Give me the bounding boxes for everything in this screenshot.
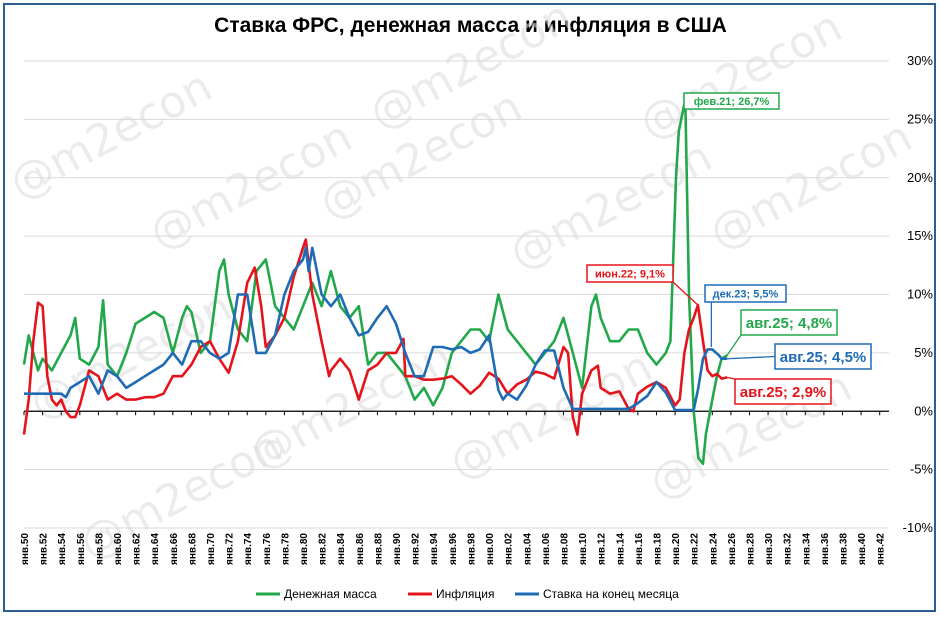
x-tick-label: янв.30 <box>764 533 775 565</box>
chart-frame <box>3 3 936 612</box>
y-tick-label: 0% <box>914 403 933 418</box>
y-tick-label: 30% <box>907 53 933 68</box>
x-tick-label: янв.76 <box>262 533 273 565</box>
x-tick-label: янв.24 <box>708 533 719 565</box>
series-line <box>22 98 728 466</box>
x-tick-label: янв.92 <box>411 533 422 565</box>
x-tick-label: янв.20 <box>671 533 682 565</box>
x-tick-label: янв.22 <box>690 533 701 565</box>
annotation-label: фев.21; 26,7% <box>694 96 770 108</box>
x-tick-label: янв.72 <box>225 533 236 565</box>
x-tick-label: янв.94 <box>429 533 440 565</box>
watermark-text: @m2econ <box>21 281 240 430</box>
x-tick-label: янв.52 <box>39 533 50 565</box>
y-tick-label: 20% <box>907 170 933 185</box>
series-line <box>22 238 728 436</box>
x-tick-label: янв.32 <box>783 533 794 565</box>
y-tick-label: 10% <box>907 287 933 302</box>
annotation-leader <box>672 281 699 306</box>
x-tick-label: янв.26 <box>727 533 738 565</box>
annotation-box <box>774 343 872 370</box>
y-tick-label: 15% <box>907 228 933 243</box>
x-tick-label: янв.68 <box>187 533 198 565</box>
y-axis-ticks: 30% 25% 20% 15% 10% 5% 0% -5% -10% <box>903 53 934 535</box>
legend: Денежная масса Инфляция Ставка на конец ме… <box>256 587 679 601</box>
annotation-label: июн.22; 9,1% <box>595 268 665 280</box>
x-tick-label: янв.14 <box>615 533 626 565</box>
annotation-box <box>586 264 674 283</box>
x-tick-label: янв.80 <box>299 533 310 565</box>
x-tick-label: янв.04 <box>522 533 533 565</box>
x-tick-label: янв.88 <box>373 533 384 565</box>
x-tick-label: янв.28 <box>745 533 756 565</box>
x-tick-label: янв.34 <box>801 533 812 565</box>
x-tick-label: янв.06 <box>541 533 552 565</box>
x-tick-label: янв.00 <box>485 533 496 565</box>
x-tick-label: янв.56 <box>76 533 87 565</box>
x-tick-label: янв.84 <box>336 533 347 565</box>
x-tick-label: янв.64 <box>150 533 161 565</box>
x-tick-label: янв.90 <box>392 533 403 565</box>
x-tick-label: янв.54 <box>57 533 68 565</box>
x-tick-label: янв.66 <box>169 533 180 565</box>
chart-title: Ставка ФРС, денежная масса и инфляция в … <box>214 14 727 37</box>
x-tick-label: янв.60 <box>113 533 124 565</box>
annotation-leader <box>727 376 736 380</box>
x-axis-ticks: янв.50 янв.52 янв.54 янв.56 янв.58 янв.60 янв.… <box>20 411 887 565</box>
watermark-text: @m2econ <box>631 1 850 150</box>
y-tick-label: -10% <box>903 520 934 535</box>
annotation-label: дек.23; 5,5% <box>713 288 779 300</box>
annotation-leader <box>726 334 742 356</box>
series-line <box>24 246 728 412</box>
x-tick-label: янв.16 <box>634 533 645 565</box>
x-tick-label: янв.82 <box>318 533 329 565</box>
watermark-text: @m2econ <box>441 341 660 490</box>
y-tick-label: -5% <box>910 462 934 477</box>
x-tick-label: янв.38 <box>838 533 849 565</box>
x-tick-label: янв.40 <box>857 533 868 565</box>
x-tick-label: янв.70 <box>206 533 217 565</box>
annotation-leader <box>727 355 776 360</box>
y-tick-label: 5% <box>914 345 933 360</box>
x-tick-label: янв.10 <box>578 533 589 565</box>
annotation-box <box>734 378 832 405</box>
x-tick-label: янв.96 <box>448 533 459 565</box>
y-tick-label: 25% <box>907 111 933 126</box>
x-tick-label: янв.58 <box>94 533 105 565</box>
watermark-text: @m2econ <box>1 61 220 210</box>
x-tick-label: янв.50 <box>20 533 31 565</box>
legend-label: Инфляция <box>436 587 494 601</box>
x-tick-label: янв.36 <box>820 533 831 565</box>
x-tick-label: янв.78 <box>280 533 291 565</box>
x-tick-label: янв.18 <box>652 533 663 565</box>
x-tick-label: янв.74 <box>243 533 254 565</box>
annotation-box <box>740 309 838 336</box>
x-tick-label: янв.12 <box>597 533 608 565</box>
annotation-label: авг.25; 4,5% <box>780 349 867 366</box>
annotation-box <box>704 284 787 303</box>
annotation-label: авг.25; 4,8% <box>746 315 833 332</box>
x-tick-label: янв.86 <box>355 533 366 565</box>
x-tick-label: янв.98 <box>466 533 477 565</box>
annotation-label: авг.25; 2,9% <box>740 384 827 401</box>
legend-label: Денежная масса <box>284 587 377 601</box>
legend-label: Ставка на конец месяца <box>543 587 679 601</box>
annotations: фев.21; 26,7% июн.22; 9,1% дек.23; 5,5% авг… <box>586 92 872 405</box>
x-tick-label: янв.62 <box>132 533 143 565</box>
x-tick-label: янв.02 <box>504 533 515 565</box>
watermark-text: @m2econ <box>701 111 920 260</box>
x-tick-label: янв.08 <box>559 533 570 565</box>
annotation-box <box>683 92 780 110</box>
x-tick-label: янв.42 <box>876 533 887 565</box>
series-lines <box>22 98 728 466</box>
